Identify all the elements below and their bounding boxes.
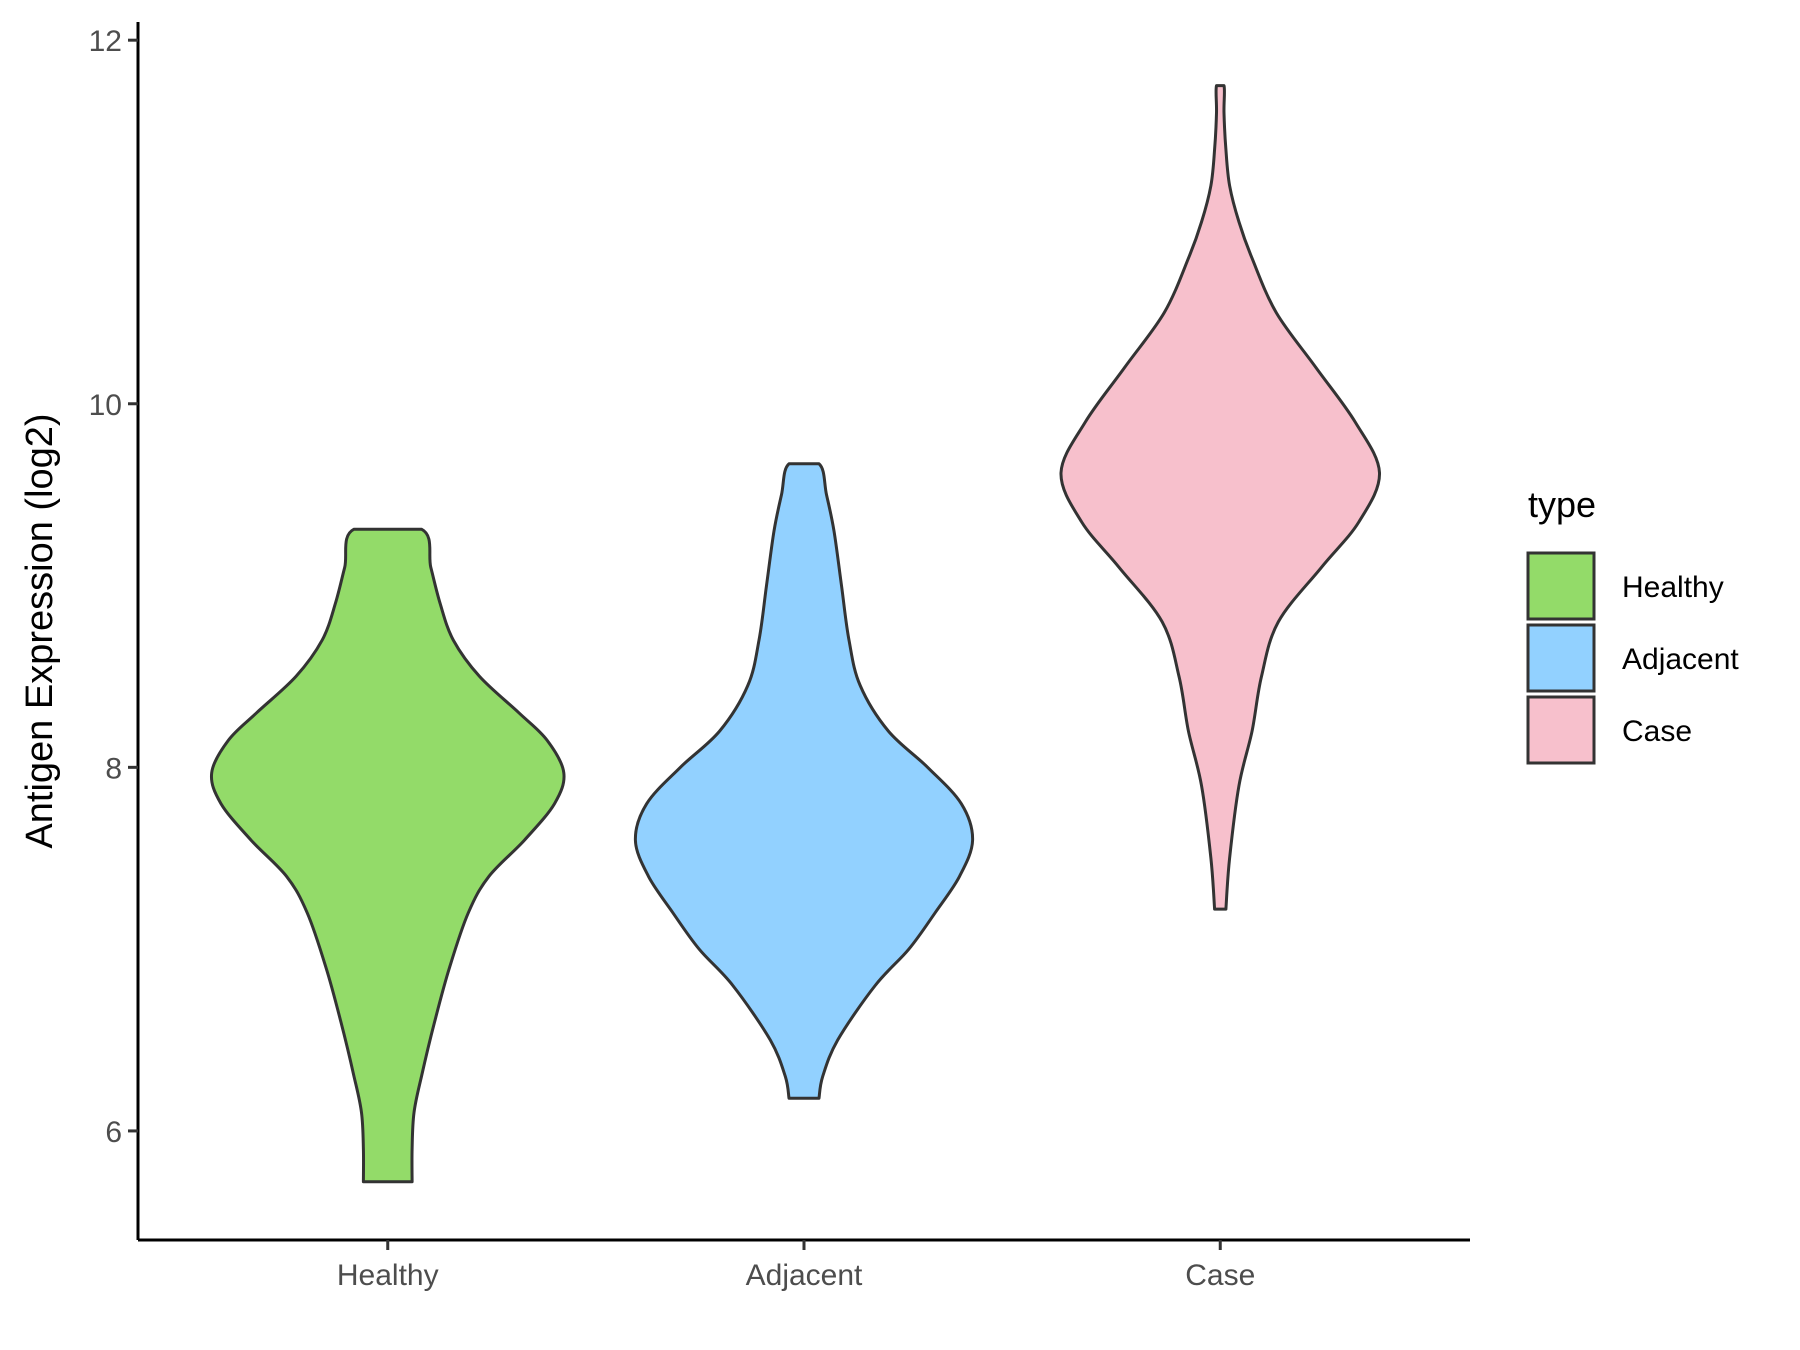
legend-title: type (1528, 484, 1596, 525)
y-axis-title: Antigen Expression (log2) (19, 413, 61, 848)
x-tick-label: Healthy (337, 1259, 439, 1292)
violin-layer (209, 84, 1382, 1184)
legend-label: Healthy (1622, 571, 1724, 604)
legend: type Healthy Adjacent Case (1526, 484, 1739, 765)
y-tick-label: 12 (89, 25, 122, 58)
y-tick-label: 10 (89, 389, 122, 422)
legend-label: Case (1622, 715, 1692, 748)
legend-key-healthy (1526, 551, 1596, 621)
violin-case (1059, 84, 1382, 911)
violin-adjacent (633, 462, 975, 1100)
y-tick-label: 6 (105, 1116, 122, 1149)
axes: 6 8 10 12 Healthy Adjacent Case (89, 22, 1470, 1292)
x-tick-label: Case (1185, 1259, 1255, 1292)
legend-label: Adjacent (1622, 643, 1739, 676)
violin-healthy (209, 527, 566, 1184)
y-tick-label: 8 (105, 752, 122, 785)
legend-key-case (1526, 695, 1596, 765)
x-tick-label: Adjacent (746, 1259, 863, 1292)
legend-key-adjacent (1526, 623, 1596, 693)
